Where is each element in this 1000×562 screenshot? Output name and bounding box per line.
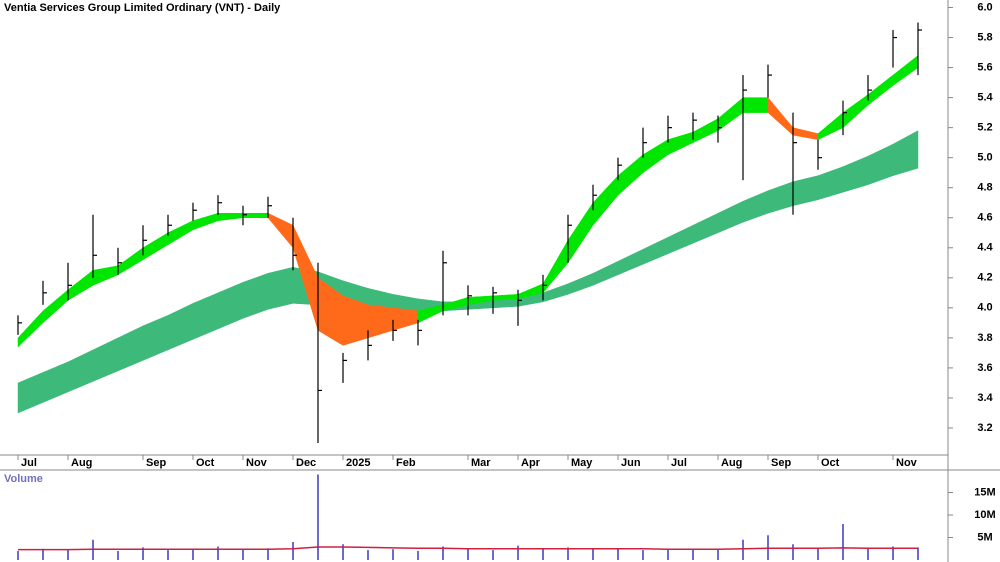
volume-bar <box>492 550 494 560</box>
volume-bar <box>692 549 694 560</box>
x-tick-label: Apr <box>521 457 541 469</box>
volume-bar <box>242 549 244 560</box>
volume-bar <box>617 548 619 560</box>
x-tick-label: Jul <box>21 457 37 469</box>
volume-bar <box>917 547 919 560</box>
x-tick-label: Oct <box>196 457 215 469</box>
x-tick-label: Oct <box>821 457 840 469</box>
y-tick-label: 6.0 <box>977 1 992 13</box>
volume-bar <box>42 548 44 560</box>
y-tick-label: 3.4 <box>977 392 993 404</box>
slow-band <box>892 130 919 177</box>
volume-bar <box>567 547 569 560</box>
x-tick-label: Aug <box>71 457 92 469</box>
volume-bar <box>667 549 669 560</box>
x-tick-label: Jul <box>671 457 687 469</box>
x-tick-label: Nov <box>246 457 268 469</box>
volume-bar <box>717 548 719 560</box>
y-tick-label: 5M <box>977 531 992 543</box>
y-tick-label: 5.0 <box>977 152 992 164</box>
y-tick-label: 15M <box>974 486 995 498</box>
volume-bar <box>367 550 369 560</box>
x-tick-label: Sep <box>146 457 166 469</box>
volume-bar <box>742 539 744 560</box>
volume-bar <box>167 550 169 560</box>
y-tick-label: 3.2 <box>977 422 992 434</box>
y-tick-label: 3.8 <box>977 332 992 344</box>
y-tick-label: 4.2 <box>977 272 992 284</box>
x-tick-label: Jun <box>621 457 641 469</box>
y-tick-label: 4.6 <box>977 212 992 224</box>
volume-bar <box>592 548 594 560</box>
volume-bar <box>142 547 144 560</box>
x-tick-label: Mar <box>471 457 491 469</box>
volume-bar <box>17 551 19 560</box>
x-tick-label: Sep <box>771 457 791 469</box>
y-tick-label: 5.2 <box>977 122 992 134</box>
volume-bar <box>292 542 294 560</box>
volume-bar <box>267 548 269 560</box>
volume-average <box>18 546 918 551</box>
volume-bar <box>317 474 319 560</box>
fast-band <box>742 97 769 113</box>
x-tick-label: Nov <box>896 457 918 469</box>
y-tick-label: 3.6 <box>977 362 992 374</box>
y-tick-label: 5.4 <box>977 92 993 104</box>
slow-band <box>267 266 294 310</box>
volume-bar <box>342 544 344 560</box>
volume-bar <box>542 549 544 560</box>
volume-bar <box>867 548 869 560</box>
y-tick-label: 5.8 <box>977 31 992 43</box>
volume-bar <box>117 551 119 560</box>
volume-bar <box>817 548 819 560</box>
volume-bar <box>392 549 394 560</box>
volume-bar <box>642 550 644 560</box>
volume-bar <box>517 545 519 560</box>
volume-bar <box>417 551 419 560</box>
volume-bar <box>892 546 894 560</box>
volume-bar <box>217 546 219 560</box>
volume-bar <box>442 546 444 560</box>
y-tick-label: 4.4 <box>977 242 993 254</box>
fast-band <box>242 212 269 218</box>
x-tick-label: Feb <box>396 457 416 469</box>
volume-bar <box>842 524 844 560</box>
x-tick-label: 2025 <box>346 457 370 469</box>
x-tick-label: May <box>571 457 593 469</box>
volume-bar <box>467 548 469 560</box>
volume-bar <box>67 550 69 560</box>
y-tick-label: 4.8 <box>977 182 992 194</box>
chart-title: Ventia Services Group Limited Ordinary (… <box>4 2 281 14</box>
fast-band <box>342 295 369 346</box>
volume-bar <box>192 548 194 560</box>
volume-bar <box>792 544 794 560</box>
volume-title: Volume <box>4 473 43 485</box>
x-tick-label: Dec <box>296 457 316 469</box>
y-tick-label: 4.0 <box>977 302 992 314</box>
x-tick-label: Aug <box>721 457 742 469</box>
y-tick-label: 10M <box>974 509 995 521</box>
y-tick-label: 5.6 <box>977 61 992 73</box>
